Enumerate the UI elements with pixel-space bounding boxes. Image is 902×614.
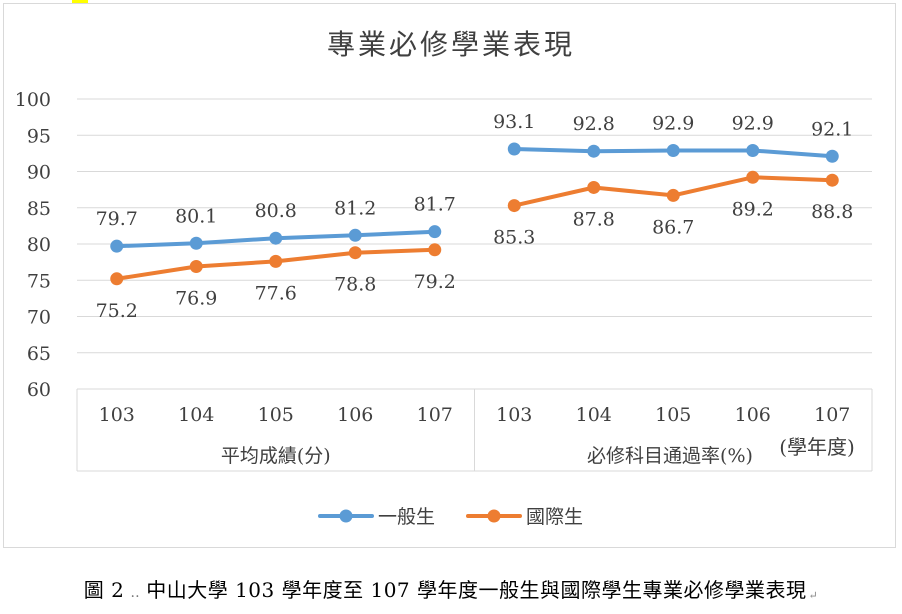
x-tick-label: 107 (417, 404, 453, 426)
paragraph-mark-icon: ↵ (808, 589, 819, 602)
data-label: 78.8 (334, 274, 376, 296)
x-tick-label: 104 (576, 404, 612, 426)
data-point (507, 142, 521, 156)
x-tick-label: 104 (178, 404, 214, 426)
data-label: 80.1 (175, 205, 217, 227)
axis-unit-label: (學年度) (779, 435, 855, 459)
data-point (348, 246, 362, 260)
data-label: 86.7 (652, 216, 694, 238)
line-chart: 專業必修學業表現 60 65 70 75 80 85 90 95 100 103 104 105 106 1… (15, 28, 873, 528)
y-tick-label: 65 (27, 343, 51, 365)
chart-frame (3, 3, 896, 548)
data-label: 88.8 (811, 201, 853, 223)
legend-marker-1 (487, 509, 501, 523)
y-tick-label: 100 (15, 89, 51, 111)
data-point (110, 239, 124, 253)
data-point (269, 231, 283, 245)
chart-title: 專業必修學業表現 (327, 28, 575, 61)
data-point (666, 188, 680, 202)
legend-label: 一般生 (378, 506, 435, 528)
x-tick-label: 103 (496, 404, 532, 426)
x-tick-label: 105 (655, 404, 691, 426)
legend-label: 國際生 (526, 506, 583, 528)
caption-dots: ‥ (130, 585, 141, 601)
data-point (587, 144, 601, 158)
caption-figure-number: 圖 2 (83, 578, 125, 602)
x-tick-label: 105 (258, 404, 294, 426)
caption-text: 中山大學 103 學年度至 107 學年度一般生與國際學生專業必修學業表現 (146, 578, 807, 602)
x-tick-label: 106 (337, 404, 373, 426)
data-point (428, 225, 442, 239)
data-point (189, 259, 203, 273)
data-point (825, 173, 839, 187)
y-tick-label: 70 (27, 307, 51, 329)
group-label-average-score: 平均成績(分) (221, 445, 331, 467)
y-tick-label: 85 (27, 198, 51, 220)
data-label: 93.1 (493, 111, 535, 133)
figure-caption: 圖 2 ‥ 中山大學 103 學年度至 107 學年度一般生與國際學生專業必修學業表… (0, 574, 902, 603)
x-tick-label: 103 (99, 404, 135, 426)
data-label: 77.6 (255, 282, 297, 304)
data-point (348, 228, 362, 242)
group-label-pass-rate: 必修科目通過率(%) (587, 445, 753, 467)
y-tick-label: 80 (27, 234, 51, 256)
x-tick-label: 106 (735, 404, 771, 426)
data-label: 76.9 (175, 287, 217, 309)
data-label: 79.2 (414, 271, 456, 293)
data-point (110, 272, 124, 286)
data-label: 80.8 (255, 200, 297, 222)
data-label: 92.1 (811, 118, 853, 140)
data-point (825, 149, 839, 163)
y-tick-label: 75 (27, 270, 51, 292)
legend-marker-0 (339, 509, 353, 523)
y-tick-label: 90 (27, 162, 51, 184)
data-label: 92.9 (732, 112, 774, 134)
data-label: 81.2 (334, 197, 376, 219)
data-point (746, 143, 760, 157)
y-tick-label: 60 (27, 379, 51, 401)
data-label: 89.2 (732, 198, 774, 220)
data-point (587, 180, 601, 194)
data-point (746, 170, 760, 184)
data-point (507, 199, 521, 213)
data-label: 87.8 (573, 208, 615, 230)
data-label: 92.9 (652, 112, 694, 134)
y-tick-label: 95 (27, 125, 51, 147)
data-point (189, 236, 203, 250)
data-label: 75.2 (96, 300, 138, 322)
data-point (269, 254, 283, 268)
data-point (666, 143, 680, 157)
data-label: 85.3 (493, 227, 535, 249)
x-tick-label: 107 (814, 404, 850, 426)
data-label: 79.7 (96, 208, 138, 230)
data-label: 81.7 (414, 194, 456, 216)
data-point (428, 243, 442, 257)
data-label: 92.8 (573, 113, 615, 135)
